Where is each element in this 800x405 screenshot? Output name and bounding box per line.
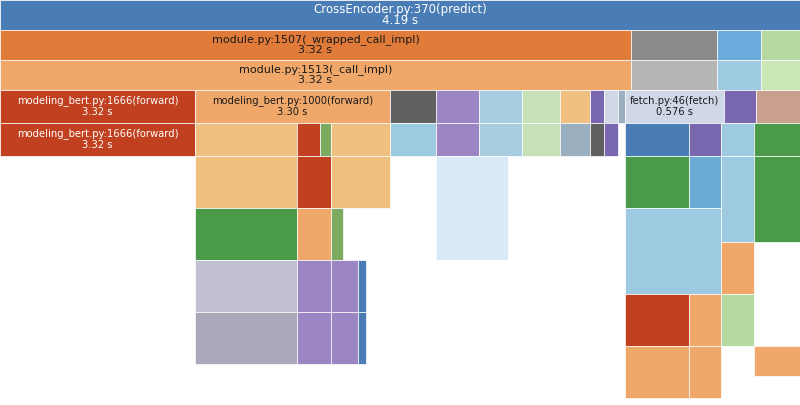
Bar xyxy=(625,156,689,208)
Text: 3.32 s: 3.32 s xyxy=(82,141,113,150)
Text: modeling_bert.py:1666(forward): modeling_bert.py:1666(forward) xyxy=(17,95,178,106)
Text: 3.32 s: 3.32 s xyxy=(298,45,333,55)
Bar xyxy=(754,346,800,376)
Bar xyxy=(436,123,479,156)
Bar xyxy=(297,156,331,208)
Bar xyxy=(721,242,754,294)
Bar xyxy=(436,156,508,260)
Bar xyxy=(625,346,689,398)
Bar xyxy=(522,90,560,123)
Bar xyxy=(721,156,754,242)
Bar xyxy=(590,90,604,123)
Bar xyxy=(717,60,761,90)
Bar xyxy=(195,156,297,208)
Bar xyxy=(689,156,721,208)
Text: 3.30 s: 3.30 s xyxy=(278,107,308,117)
Bar xyxy=(331,312,358,364)
Text: modeling_bert.py:1000(forward): modeling_bert.py:1000(forward) xyxy=(212,95,373,106)
Bar xyxy=(689,346,721,398)
Bar xyxy=(0,123,195,156)
Bar xyxy=(754,123,800,156)
Bar xyxy=(560,123,590,156)
Bar xyxy=(195,260,297,312)
Bar xyxy=(756,90,800,123)
Bar xyxy=(689,294,721,346)
Bar xyxy=(631,60,717,90)
Bar xyxy=(297,260,331,312)
Text: module.py:1507(_wrapped_call_impl): module.py:1507(_wrapped_call_impl) xyxy=(212,34,419,45)
Bar xyxy=(195,90,390,123)
Bar xyxy=(331,156,390,208)
Bar xyxy=(625,208,721,294)
Bar xyxy=(721,123,754,156)
Bar xyxy=(689,123,721,156)
Bar xyxy=(195,312,297,364)
Bar xyxy=(331,260,358,312)
Bar xyxy=(358,312,366,364)
Bar xyxy=(297,123,320,156)
Bar xyxy=(0,90,195,123)
Bar xyxy=(0,60,631,90)
Bar xyxy=(195,208,297,260)
Text: CrossEncoder.py:370(predict): CrossEncoder.py:370(predict) xyxy=(313,3,487,16)
Bar xyxy=(195,123,297,156)
Bar xyxy=(604,123,618,156)
Bar xyxy=(717,30,761,60)
Bar xyxy=(625,294,689,346)
Bar xyxy=(0,30,631,60)
Bar xyxy=(631,30,717,60)
Bar xyxy=(320,123,331,156)
Bar xyxy=(390,90,436,123)
Bar xyxy=(436,90,479,123)
Bar xyxy=(358,260,366,312)
Bar xyxy=(625,90,724,123)
Text: 0.576 s: 0.576 s xyxy=(656,107,693,117)
Text: 4.19 s: 4.19 s xyxy=(382,14,418,27)
Text: modeling_bert.py:1666(forward): modeling_bert.py:1666(forward) xyxy=(17,128,178,139)
Bar xyxy=(604,90,618,123)
Bar xyxy=(761,60,800,90)
Bar xyxy=(724,90,756,123)
Bar xyxy=(479,90,522,123)
Text: fetch.py:46(fetch): fetch.py:46(fetch) xyxy=(630,96,719,106)
Bar xyxy=(754,156,800,242)
Bar xyxy=(297,208,331,260)
Bar xyxy=(761,30,800,60)
Text: module.py:1513(_call_impl): module.py:1513(_call_impl) xyxy=(239,64,392,75)
Text: 3.32 s: 3.32 s xyxy=(298,75,333,85)
Bar xyxy=(721,294,754,346)
Bar xyxy=(618,90,625,123)
Text: 3.32 s: 3.32 s xyxy=(82,107,113,117)
Bar xyxy=(560,90,590,123)
Bar xyxy=(625,123,689,156)
Bar xyxy=(331,123,390,156)
Bar xyxy=(522,123,560,156)
Bar xyxy=(331,208,343,260)
Bar xyxy=(297,312,331,364)
Bar xyxy=(0,0,800,30)
Bar xyxy=(479,123,522,156)
Bar xyxy=(590,123,604,156)
Bar xyxy=(390,123,436,156)
